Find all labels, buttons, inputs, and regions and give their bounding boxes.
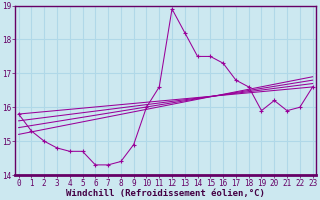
X-axis label: Windchill (Refroidissement éolien,°C): Windchill (Refroidissement éolien,°C) bbox=[66, 189, 265, 198]
